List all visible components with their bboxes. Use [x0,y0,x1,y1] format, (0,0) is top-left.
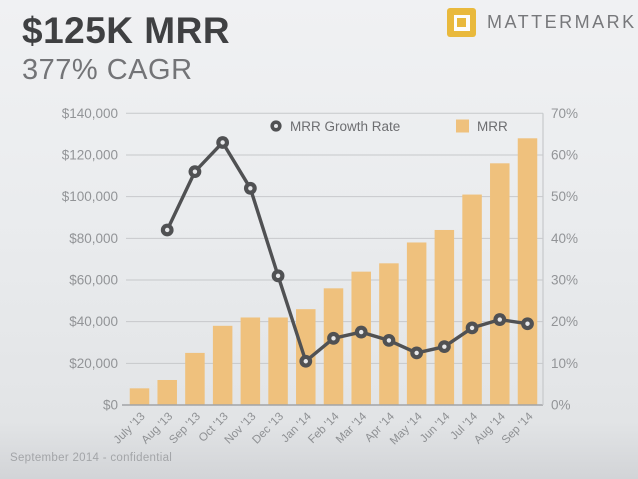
growth-rate-marker-hole [469,325,475,331]
growth-rate-marker-hole [497,317,502,322]
right-axis-tick: 20% [551,314,578,329]
right-axis-tick: 60% [551,147,578,162]
growth-rate-marker-hole [275,273,281,279]
x-axis-label: Jun '14 [418,410,453,445]
growth-rate-marker-hole [220,140,225,145]
left-axis-tick: $140,000 [62,106,118,121]
bar-mrr [323,288,344,405]
legend-label-mrr: MRR [477,119,508,134]
left-axis-tick: $80,000 [69,231,118,246]
logo-inner-square [453,14,470,31]
left-axis-tick: $120,000 [62,147,118,162]
bar-mrr [462,194,482,405]
growth-rate-marker-hole [386,338,392,343]
bar-mrr [434,229,455,405]
x-axis-label: Mar '14 [334,410,370,446]
growth-rate-marker-hole [248,186,253,191]
right-axis-tick: 70% [551,106,578,121]
growth-rate-marker-hole [165,227,170,233]
growth-rate-marker-hole [442,344,447,349]
legend-square-icon [456,119,469,133]
growth-rate-marker-hole [525,321,530,326]
growth-rate-marker-hole [414,350,419,356]
x-axis-label: Sep '14 [500,410,536,446]
growth-rate-marker-hole [359,329,364,335]
mattermark-logo-icon [447,8,476,37]
x-axis-label: Dec '13 [250,411,286,447]
right-axis-tick: 40% [551,231,578,246]
bar-mrr [268,317,288,405]
legend-label-growth-rate: MRR Growth Rate [290,119,400,134]
right-axis-tick: 30% [551,272,578,287]
page-subtitle: 377% CAGR [22,54,193,86]
growth-rate-marker-hole [303,359,308,364]
legend-donut-hole [274,124,278,128]
page-title: $125K MRR [22,10,231,51]
left-axis-tick: $20,000 [69,356,118,371]
bar-mrr [490,163,510,405]
footer-confidential: September 2014 - confidential [10,452,173,464]
right-axis-tick: 10% [551,356,578,371]
bar-mrr [157,379,177,405]
left-axis-tick: $100,000 [62,189,118,204]
bar-mrr [185,352,205,405]
bar-mrr [240,317,261,405]
brand-name: MATTERMARK [487,12,637,32]
brand: MATTERMARK [447,8,637,37]
bar-mrr [129,388,150,405]
right-axis-tick: 50% [551,189,578,204]
growth-rate-marker-hole [192,169,198,174]
left-axis-tick: $60,000 [69,272,118,287]
right-axis-tick: 0% [551,398,571,413]
bar-mrr [517,138,538,405]
bar-mrr [212,325,233,405]
x-axis-label: Sep '13 [167,411,203,447]
logo-core-square [457,18,466,27]
left-axis-tick: $0 [103,398,118,413]
growth-rate-marker-hole [331,336,336,341]
bar-mrr [406,242,427,405]
left-axis-tick: $40,000 [69,314,118,329]
